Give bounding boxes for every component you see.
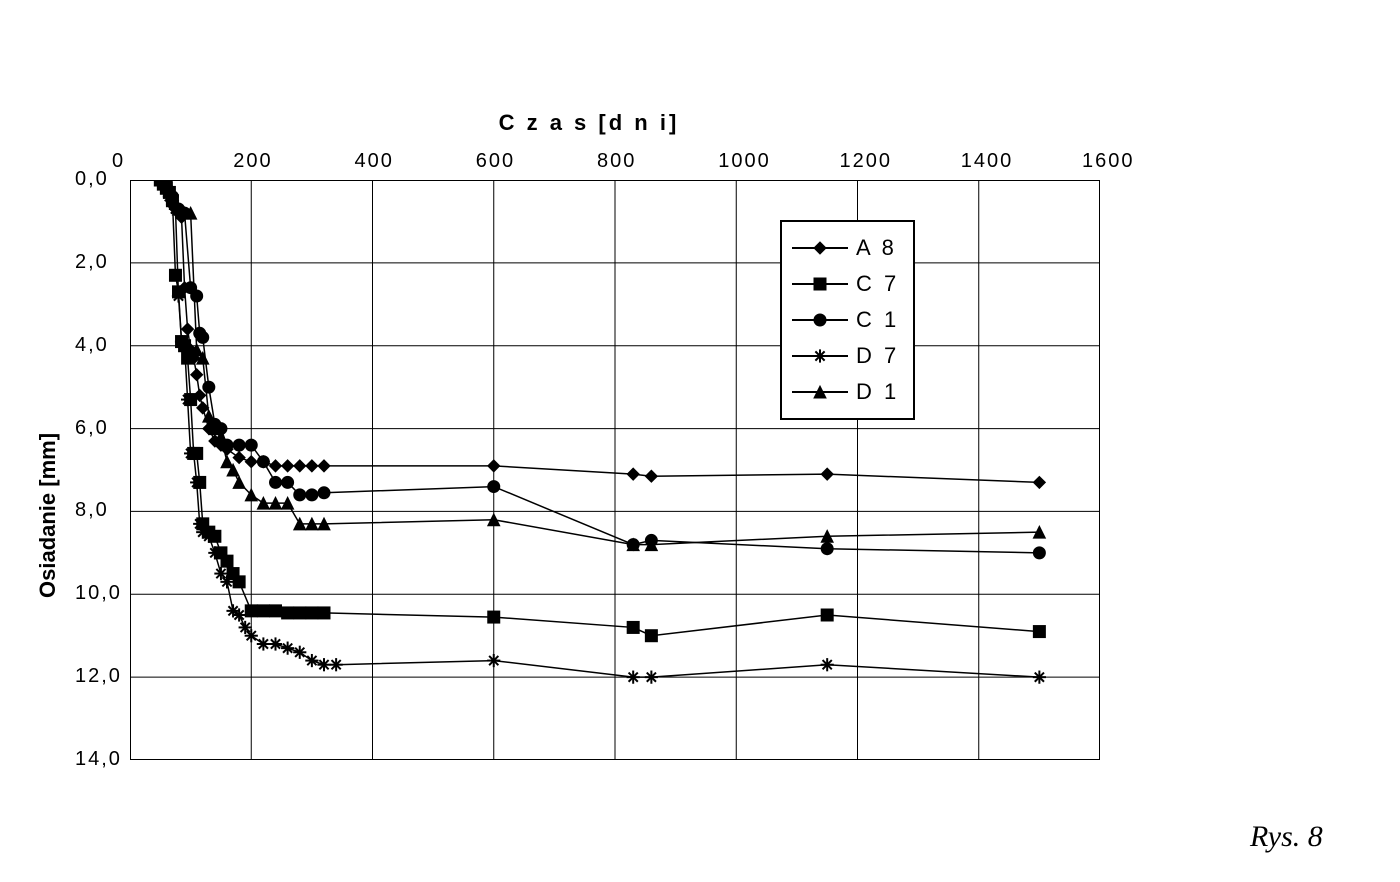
x-tick-label: 600: [476, 150, 515, 173]
y-tick-label: 8,0: [75, 499, 109, 522]
legend-marker: [792, 344, 848, 368]
y-tick-label: 12,0: [75, 665, 122, 688]
legend-box: A 8 C 7 C 1 D 7 D 1: [780, 220, 915, 420]
y-tick-label: 0,0: [75, 168, 109, 191]
legend-marker: [792, 236, 848, 260]
x-tick-label: 1600: [1082, 150, 1135, 173]
legend-item: A 8: [792, 230, 899, 266]
y-tick-label: 14,0: [75, 748, 122, 771]
x-tick-label: 200: [233, 150, 272, 173]
y-tick-label: 6,0: [75, 417, 109, 440]
legend-item: D 1: [792, 374, 899, 410]
handwritten-annotation: Rys. 8: [1250, 820, 1323, 854]
legend-marker: [792, 272, 848, 296]
y-tick-label: 10,0: [75, 582, 122, 605]
legend-label: A 8: [856, 235, 897, 261]
x-tick-label: 0: [112, 150, 125, 173]
x-tick-label: 800: [597, 150, 636, 173]
x-tick-label: 1000: [718, 150, 771, 173]
legend-label: C 1: [856, 307, 899, 333]
y-tick-label: 2,0: [75, 251, 109, 274]
plot-area: A 8 C 7 C 1 D 7 D 1: [130, 180, 1100, 760]
y-tick-label: 4,0: [75, 334, 109, 357]
legend-marker: [792, 380, 848, 404]
legend-label: D 7: [856, 343, 899, 369]
legend-item: C 1: [792, 302, 899, 338]
x-tick-label: 1400: [961, 150, 1014, 173]
legend-item: D 7: [792, 338, 899, 374]
legend-label: C 7: [856, 271, 899, 297]
legend-label: D 1: [856, 379, 899, 405]
chart-svg: [130, 180, 1100, 760]
legend-item: C 7: [792, 266, 899, 302]
x-tick-label: 400: [355, 150, 394, 173]
y-axis-title: Osiadanie [mm]: [35, 433, 61, 598]
x-axis-title: C z a s [d n i]: [499, 110, 680, 136]
legend-marker: [792, 308, 848, 332]
x-tick-label: 1200: [840, 150, 893, 173]
